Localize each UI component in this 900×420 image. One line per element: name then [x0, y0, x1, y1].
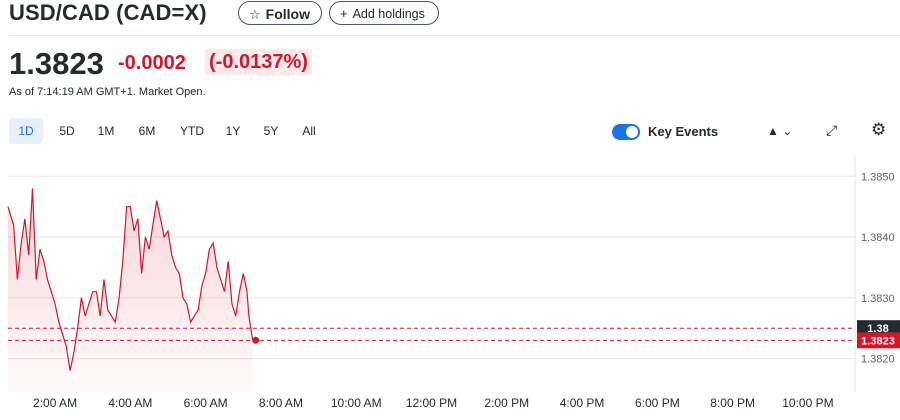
- key-events-toggle[interactable]: [612, 124, 640, 140]
- star-outline-icon: ☆: [249, 7, 261, 22]
- reference-badge-label: 1.3823: [861, 335, 895, 347]
- follow-button[interactable]: ☆ Follow: [238, 1, 322, 25]
- y-tick-label: 1.3830: [861, 293, 895, 305]
- mountain-chart-icon: ▲: [767, 124, 779, 138]
- y-tick-label: 1.3820: [861, 354, 895, 366]
- reference-badge: [857, 320, 900, 337]
- page-title: USD/CAD (CAD=X): [9, 0, 207, 25]
- add-holdings-button[interactable]: + Add holdings: [329, 1, 439, 25]
- y-tick-label: 1.3840: [861, 232, 895, 244]
- x-tick-label: 6:00 AM: [184, 396, 228, 410]
- key-events-label: Key Events: [648, 124, 719, 139]
- chart-series-line: [7, 188, 254, 371]
- expand-icon[interactable]: ⤢: [826, 122, 838, 138]
- gear-icon[interactable]: ⚙: [871, 120, 887, 139]
- reference-badge-label: 1.38: [867, 323, 888, 335]
- chevron-down-icon: ⌄: [782, 124, 793, 138]
- x-tick-label: 6:00 PM: [635, 396, 680, 410]
- tab-5d[interactable]: 5D: [59, 124, 75, 138]
- add-holdings-label: Add holdings: [352, 7, 425, 21]
- tab-1d[interactable]: 1D: [9, 118, 43, 144]
- x-tick-label: 4:00 AM: [108, 396, 152, 410]
- tab-1y[interactable]: 1Y: [225, 124, 241, 138]
- x-tick-label: 2:00 AM: [33, 396, 77, 410]
- price-chart[interactable]: 1.3850 1.3840 1.3830 1.3820 2:00 AM 4:00 AM 6…: [0, 150, 900, 420]
- price-change-percent: (-0.0137%): [205, 49, 312, 75]
- as-of-timestamp: As of 7:14:19 AM GMT+1. Market Open.: [9, 86, 206, 98]
- x-tick-label: 8:00 AM: [259, 396, 303, 410]
- x-tick-label: 10:00 AM: [331, 396, 382, 410]
- x-tick-label: 4:00 PM: [560, 396, 605, 410]
- tab-6m[interactable]: 6M: [138, 124, 156, 138]
- header-divider: [9, 35, 900, 36]
- toggle-knob: [626, 126, 638, 138]
- follow-label: Follow: [265, 6, 310, 22]
- x-tick-label: 12:00 PM: [406, 396, 457, 410]
- current-price: 1.3823: [9, 46, 104, 81]
- quote-header: USD/CAD (CAD=X) ☆ Follow + Add holdings: [9, 0, 900, 36]
- y-tick-label: 1.3850: [861, 171, 895, 183]
- chart-type-button[interactable]: ▲ ⌄: [767, 124, 792, 138]
- tab-ytd[interactable]: YTD: [180, 124, 204, 138]
- chart-area-fill: [8, 188, 253, 392]
- x-tick-label: 10:00 PM: [782, 396, 833, 410]
- last-price-dot: [252, 336, 260, 344]
- tab-5y[interactable]: 5Y: [263, 124, 279, 138]
- x-tick-label: 2:00 PM: [484, 396, 529, 410]
- reference-badge: [857, 332, 900, 349]
- plus-icon: +: [340, 6, 348, 21]
- tab-all[interactable]: All: [302, 124, 316, 138]
- price-change: -0.0002: [118, 52, 186, 74]
- tab-1m[interactable]: 1M: [97, 124, 115, 138]
- x-tick-label: 8:00 PM: [710, 396, 755, 410]
